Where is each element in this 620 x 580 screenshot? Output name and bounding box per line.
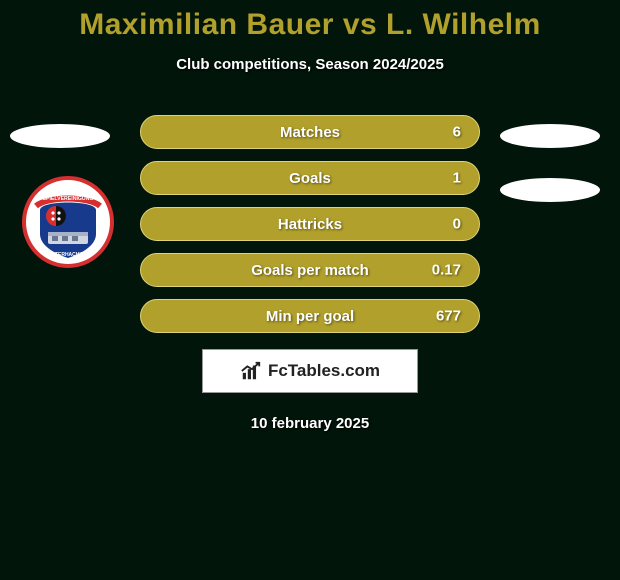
- stat-row: Goals per match 0.17: [140, 253, 480, 287]
- vs-text: vs: [343, 8, 377, 41]
- svg-text:UNTERHACHING: UNTERHACHING: [48, 252, 89, 258]
- stat-row: Matches 6: [140, 115, 480, 149]
- stat-value: 0.17: [432, 262, 461, 279]
- brand-box[interactable]: FcTables.com: [202, 349, 418, 393]
- stat-row: Goals 1: [140, 161, 480, 195]
- stat-label: Goals per match: [251, 262, 369, 279]
- subtitle: Club competitions, Season 2024/2025: [0, 56, 620, 73]
- brand-text: FcTables.com: [268, 361, 380, 381]
- player1-name: Maximilian Bauer: [79, 8, 334, 41]
- stat-row: Hattricks 0: [140, 207, 480, 241]
- stat-value: 6: [453, 124, 461, 141]
- svg-text:SPIELVEREINIGUNG: SPIELVEREINIGUNG: [43, 196, 94, 202]
- bar-chart-icon: [240, 360, 262, 382]
- stat-row: Min per goal 677: [140, 299, 480, 333]
- right-logo-placeholder-2: [500, 178, 600, 202]
- stat-value: 1: [453, 170, 461, 187]
- stat-value: 677: [436, 308, 461, 325]
- club-badge: SPIELVEREINIGUNG UNTERHACHING: [22, 176, 114, 268]
- stat-label: Min per goal: [266, 308, 354, 325]
- stat-value: 0: [453, 216, 461, 233]
- date-text: 10 february 2025: [0, 415, 620, 432]
- player2-name: L. Wilhelm: [386, 8, 541, 41]
- page-title: Maximilian Bauer vs L. Wilhelm: [0, 8, 620, 42]
- right-logo-placeholder-1: [500, 124, 600, 148]
- club-crest-icon: SPIELVEREINIGUNG UNTERHACHING: [28, 182, 108, 262]
- stat-label: Hattricks: [278, 216, 342, 233]
- stat-label: Goals: [289, 170, 331, 187]
- stat-label: Matches: [280, 124, 340, 141]
- left-logo-placeholder-1: [10, 124, 110, 148]
